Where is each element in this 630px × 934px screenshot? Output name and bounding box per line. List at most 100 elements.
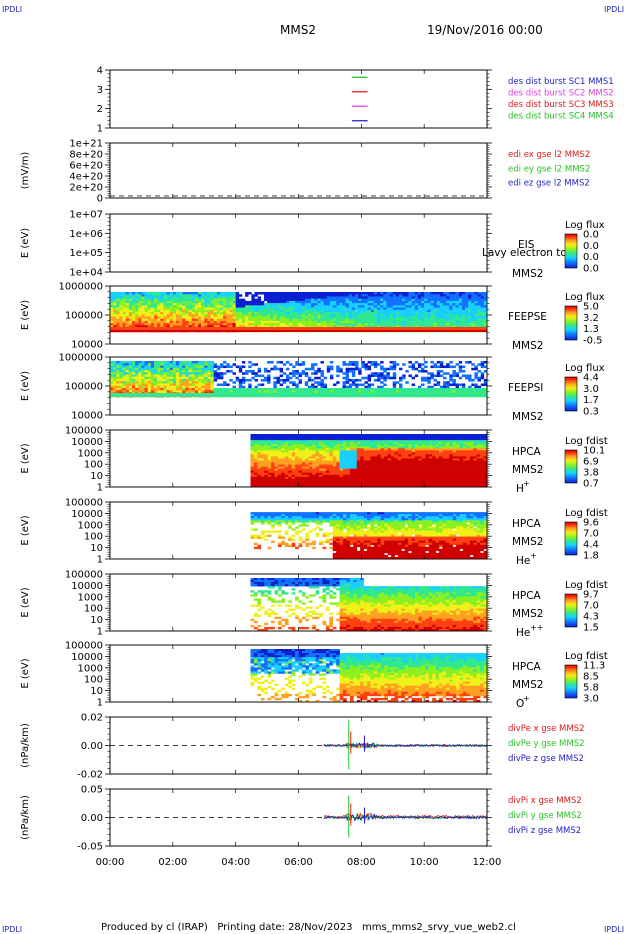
spectrogram-cell (289, 300, 293, 304)
spectrogram-cell (245, 316, 249, 319)
spectrogram-cell (295, 484, 299, 488)
spectrogram-cell (367, 294, 372, 297)
spectrogram-cell (122, 385, 127, 389)
spectrogram-cell (314, 292, 318, 295)
spectrogram-cell (257, 482, 262, 486)
spectrogram-cell (253, 456, 258, 459)
spectrogram-cell (370, 294, 375, 297)
spectrogram-cell (364, 323, 368, 326)
spectrogram-cell (210, 370, 214, 373)
spectrogram-cell (308, 482, 313, 486)
spectrogram-cell (364, 381, 368, 384)
spectrogram-cell (483, 381, 488, 384)
spectrogram-cell (377, 470, 382, 474)
spectrogram-cell (182, 388, 186, 391)
spectrogram-cell (219, 374, 224, 378)
spectrogram-cell (204, 370, 208, 373)
spectrogram-cell (288, 474, 292, 478)
y-tick-label: 1000 (78, 448, 103, 459)
spectrogram-cell (197, 363, 202, 366)
spectrogram-cell (348, 303, 353, 306)
spectrogram-cell (346, 446, 351, 449)
spectrogram-cell (292, 314, 296, 317)
spectrogram-cell (387, 474, 392, 478)
spectrogram-cell (116, 365, 120, 369)
spectrogram-cell (348, 361, 353, 364)
spectrogram-cell (329, 470, 334, 474)
spectrogram-cell (248, 303, 252, 306)
spectrogram-cell (169, 383, 174, 387)
spectrogram-cell (452, 300, 456, 304)
spectrogram-cell (254, 388, 258, 391)
spectrogram-cell (392, 361, 397, 364)
spectrogram-cell (288, 452, 292, 455)
spectrogram-cell (291, 452, 296, 455)
spectrogram-cell (373, 312, 378, 315)
spectrogram-cell (477, 390, 482, 393)
spectrogram-cell (254, 305, 258, 308)
spectrogram-cell (147, 379, 152, 382)
spectrogram-cell (204, 385, 208, 389)
spectrogram-cell (257, 456, 262, 459)
spectrogram-cell (116, 374, 120, 378)
spectrogram-cell (358, 325, 362, 328)
spectrogram-cell (110, 300, 114, 304)
spectrogram-cell (307, 298, 312, 302)
spectrogram-cell (355, 379, 359, 382)
spectrogram-cell (373, 474, 378, 478)
spectrogram-cell (179, 363, 183, 366)
spectrogram-cell (163, 381, 167, 384)
spectrogram-cell (443, 305, 447, 308)
spectrogram-cell (395, 320, 400, 324)
spectrogram-cell (238, 312, 243, 315)
spectrogram-cell (430, 323, 434, 326)
spectrogram-cell (320, 318, 324, 322)
spectrogram-cell (232, 318, 236, 322)
spectrogram-cell (424, 323, 428, 326)
spectrogram-cell (273, 309, 277, 313)
spectrogram-cell (160, 372, 164, 375)
spectrogram-cell (276, 323, 280, 326)
spectrogram-cell (414, 314, 419, 317)
spectrogram-cell (449, 296, 453, 299)
spectrogram-cell (458, 305, 463, 308)
spectrogram-cell (144, 309, 148, 313)
spectrogram-cell (191, 303, 196, 306)
spectrogram-cell (427, 323, 431, 326)
spectrogram-cell (301, 436, 306, 439)
spectrogram-cell (277, 476, 282, 480)
spectrogram-cell (150, 372, 155, 375)
spectrogram-cell (414, 300, 419, 304)
spectrogram-cell (480, 298, 485, 302)
spectrogram-cell (157, 361, 161, 364)
spectrogram-cell (135, 318, 139, 322)
spectrogram-cell (465, 361, 469, 364)
spectrogram-cell (370, 482, 375, 486)
spectrogram-cell (325, 474, 330, 478)
spectrogram-cell (343, 474, 347, 478)
spectrogram-cell (260, 323, 265, 326)
spectrogram-cell (163, 383, 167, 387)
spectrogram-cell (314, 305, 318, 308)
spectrogram-cell (417, 370, 422, 373)
spectrogram-cell (163, 303, 167, 306)
spectrogram-cell (329, 442, 334, 445)
spectrogram-cell (304, 388, 309, 391)
spectrogram-cell (305, 476, 310, 480)
spectrogram-cell (292, 365, 296, 369)
spectrogram-cell (319, 484, 323, 488)
spectrogram-cell (213, 309, 218, 313)
spectrogram-cell (201, 365, 205, 369)
spectrogram-cell (153, 374, 158, 378)
spectrogram-cell (339, 474, 344, 478)
spectrogram-cell (219, 296, 224, 299)
spectrogram-cell (281, 458, 286, 461)
spectrogram-cell (295, 296, 299, 299)
spectrogram-cell (336, 325, 340, 328)
spectrogram-cell (367, 466, 371, 469)
spectrogram-cell (216, 376, 221, 380)
spectrogram-cell (405, 320, 409, 324)
spectrogram-cell (238, 300, 243, 304)
spectrogram-cell (439, 385, 444, 389)
spectrogram-cell (197, 307, 202, 311)
